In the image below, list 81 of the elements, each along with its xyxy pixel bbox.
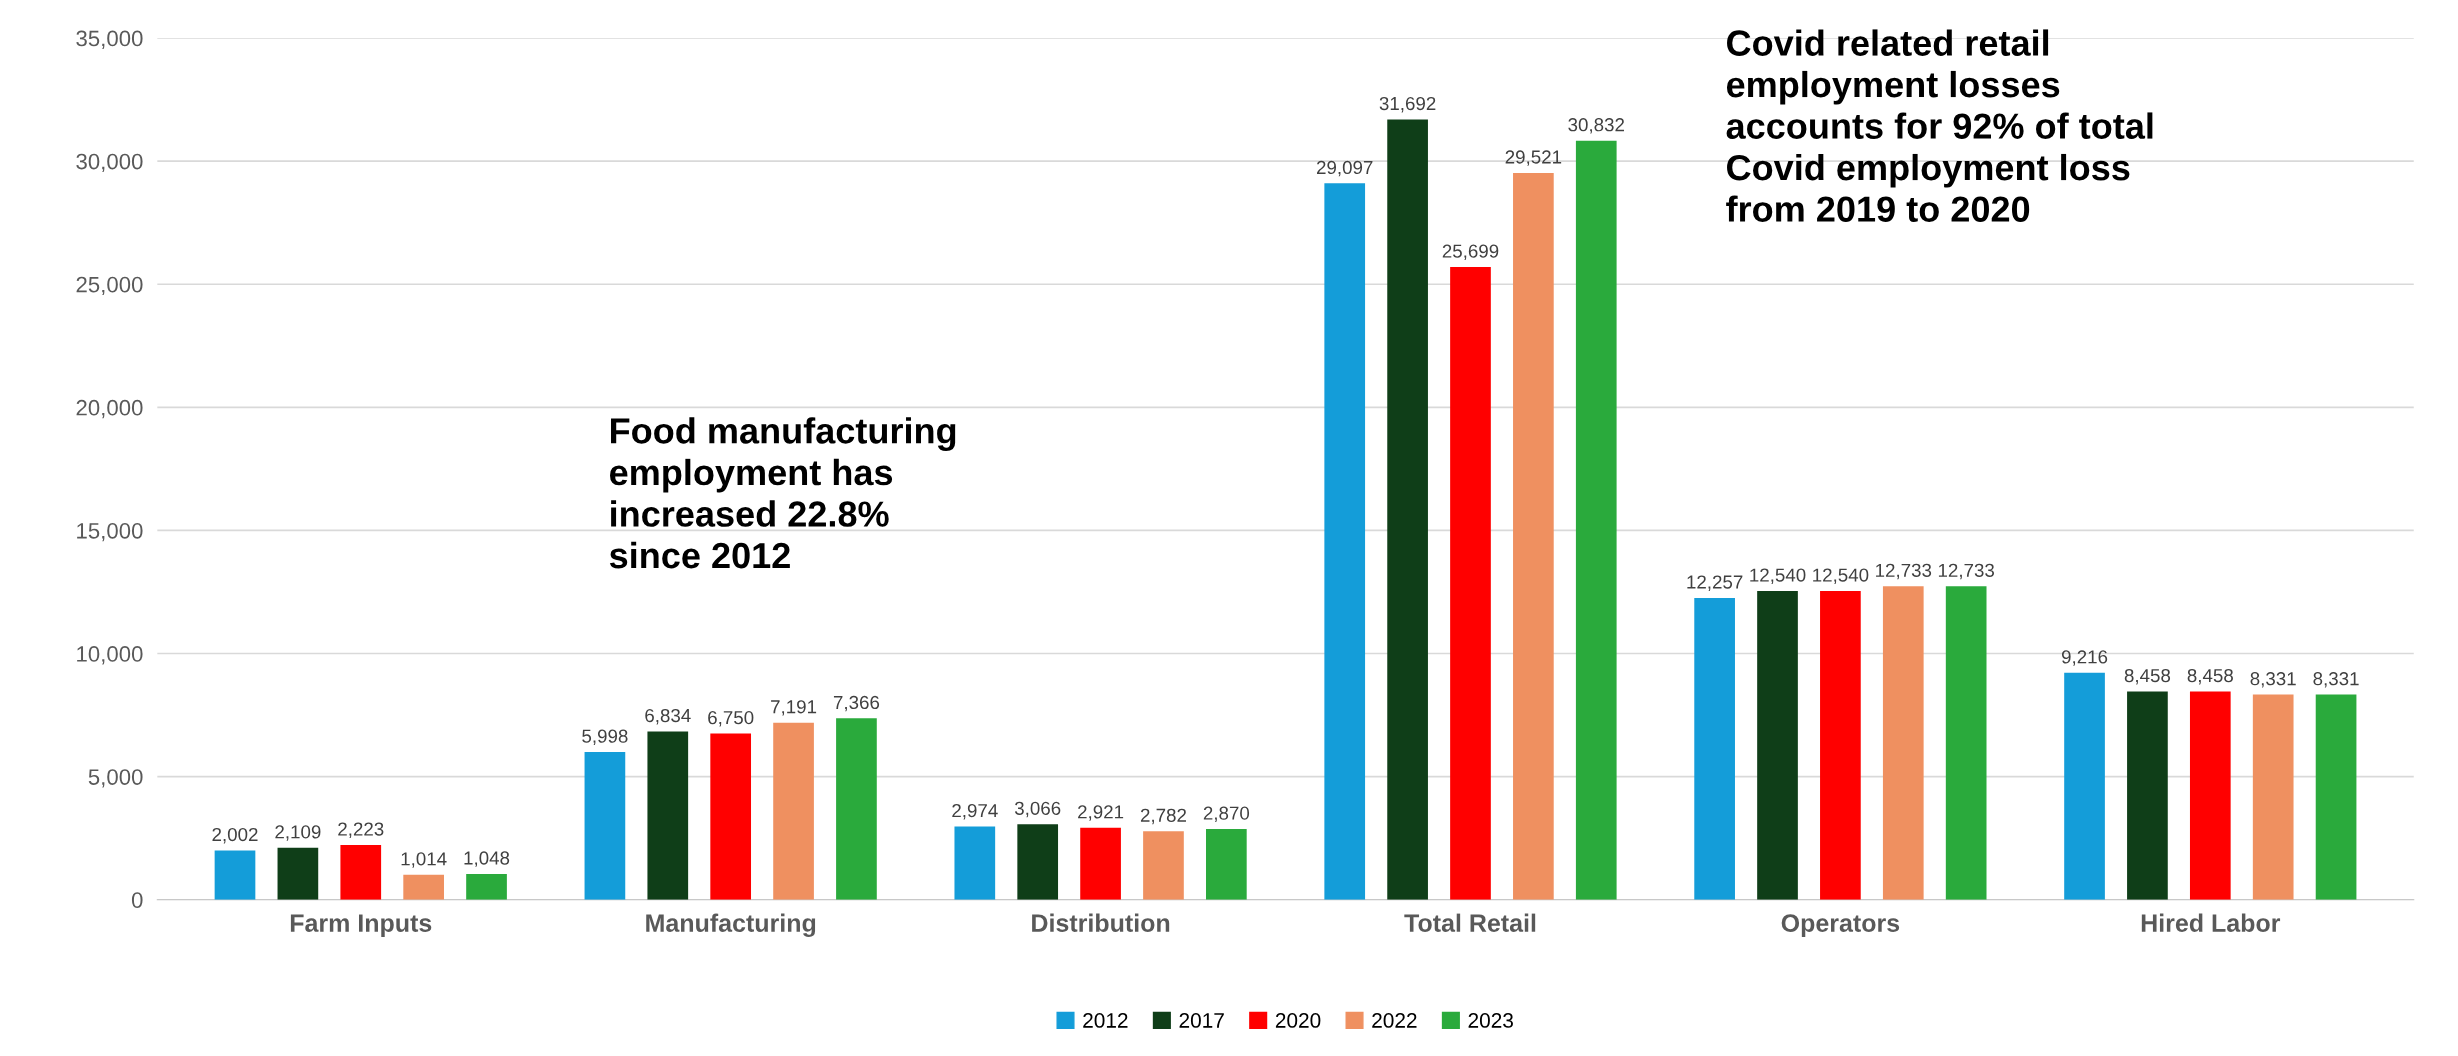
bar [466,873,507,900]
legend-label: 2020 [1275,1013,1321,1028]
data-label: 6,750 [708,710,754,727]
bar [1450,267,1491,900]
x-tick-label: Farm Inputs [290,914,432,937]
bar [1324,183,1366,900]
y-tick-label: 10,000 [77,646,143,665]
data-label: 2,002 [212,827,258,844]
bar [1206,829,1247,900]
data-label: 1,014 [401,852,447,868]
bar [773,722,814,900]
data-label: 3,066 [1014,801,1061,818]
x-tick-label: Total Retail [1404,913,1536,932]
data-label: 8,458 [2187,668,2233,685]
data-label: 8,331 [2250,672,2296,688]
bar [340,844,382,900]
annotation: Covid related retail employment losses accounts for 92% of total Covid employment loss from 2019 to 2020 [1726,29,2153,222]
y-tick-label: 25,000 [76,276,143,296]
bar [647,731,689,900]
data-label: 9,216 [2061,650,2108,666]
y-tick-label: 20,000 [76,399,143,419]
x-tick-label: Manufacturing [646,913,816,938]
annotation: Food manufacturing employment has increased 22.8% since 2012 [609,417,956,569]
legend-label: 2017 [1179,1013,1224,1028]
bar [2189,691,2231,900]
data-label: 31,692 [1379,96,1436,113]
data-label: 2,109 [275,825,321,841]
data-label: 5,998 [582,729,628,745]
bar [2127,691,2168,900]
data-label: 12,733 [1876,563,1932,580]
bar [1017,824,1059,900]
bar [1513,172,1554,900]
data-label: 2,921 [1078,805,1124,821]
bar [954,826,996,900]
data-label: 2,782 [1140,808,1186,825]
bar [1080,827,1121,900]
bar [2064,672,2105,900]
data-label: 7,366 [833,695,880,712]
data-label: 2,974 [952,803,998,820]
data-label: 12,257 [1687,575,1743,591]
data-label: 6,834 [645,708,691,725]
bar [584,752,626,900]
bar [1820,590,1861,900]
y-tick-label: 30,000 [76,153,143,173]
data-label: 12,733 [1938,563,1995,580]
bar [710,733,752,900]
x-tick-label: Distribution [1032,913,1170,932]
legend-label: 2022 [1372,1013,1417,1028]
data-label: 2,870 [1203,806,1250,823]
data-label: 25,699 [1442,244,1499,260]
bar [1143,831,1184,900]
data-label: 29,521 [1505,150,1562,166]
y-tick-label: 0 [131,892,143,908]
data-label: 29,097 [1316,160,1373,177]
x-tick-label: Operators [1781,914,1900,937]
y-tick-label: 15,000 [77,522,143,542]
bar [2315,694,2357,900]
data-label: 12,540 [1750,568,1806,584]
data-label: 8,331 [2313,672,2359,688]
y-tick-label: 5,000 [88,769,143,788]
bar [277,847,319,900]
bar [1575,140,1617,900]
bar [836,718,877,900]
bar [403,874,444,900]
bar [1387,119,1428,900]
bar [2252,694,2294,900]
bar [214,850,256,900]
data-label: 2,223 [338,822,384,838]
data-label: 1,048 [464,851,510,867]
bar [1757,590,1798,900]
bar [1945,586,1987,900]
bar [1882,586,1924,900]
x-tick-label: Hired Labor [2141,913,2281,932]
legend-label: 2012 [1083,1013,1128,1028]
y-tick-label: 35,000 [76,30,143,49]
data-label: 12,540 [1813,568,1869,584]
data-label: 7,191 [771,700,817,716]
data-label: 8,458 [2124,668,2171,685]
legend-label: 2023 [1468,1013,1513,1028]
bar [1694,597,1735,900]
data-label: 30,832 [1568,118,1624,134]
